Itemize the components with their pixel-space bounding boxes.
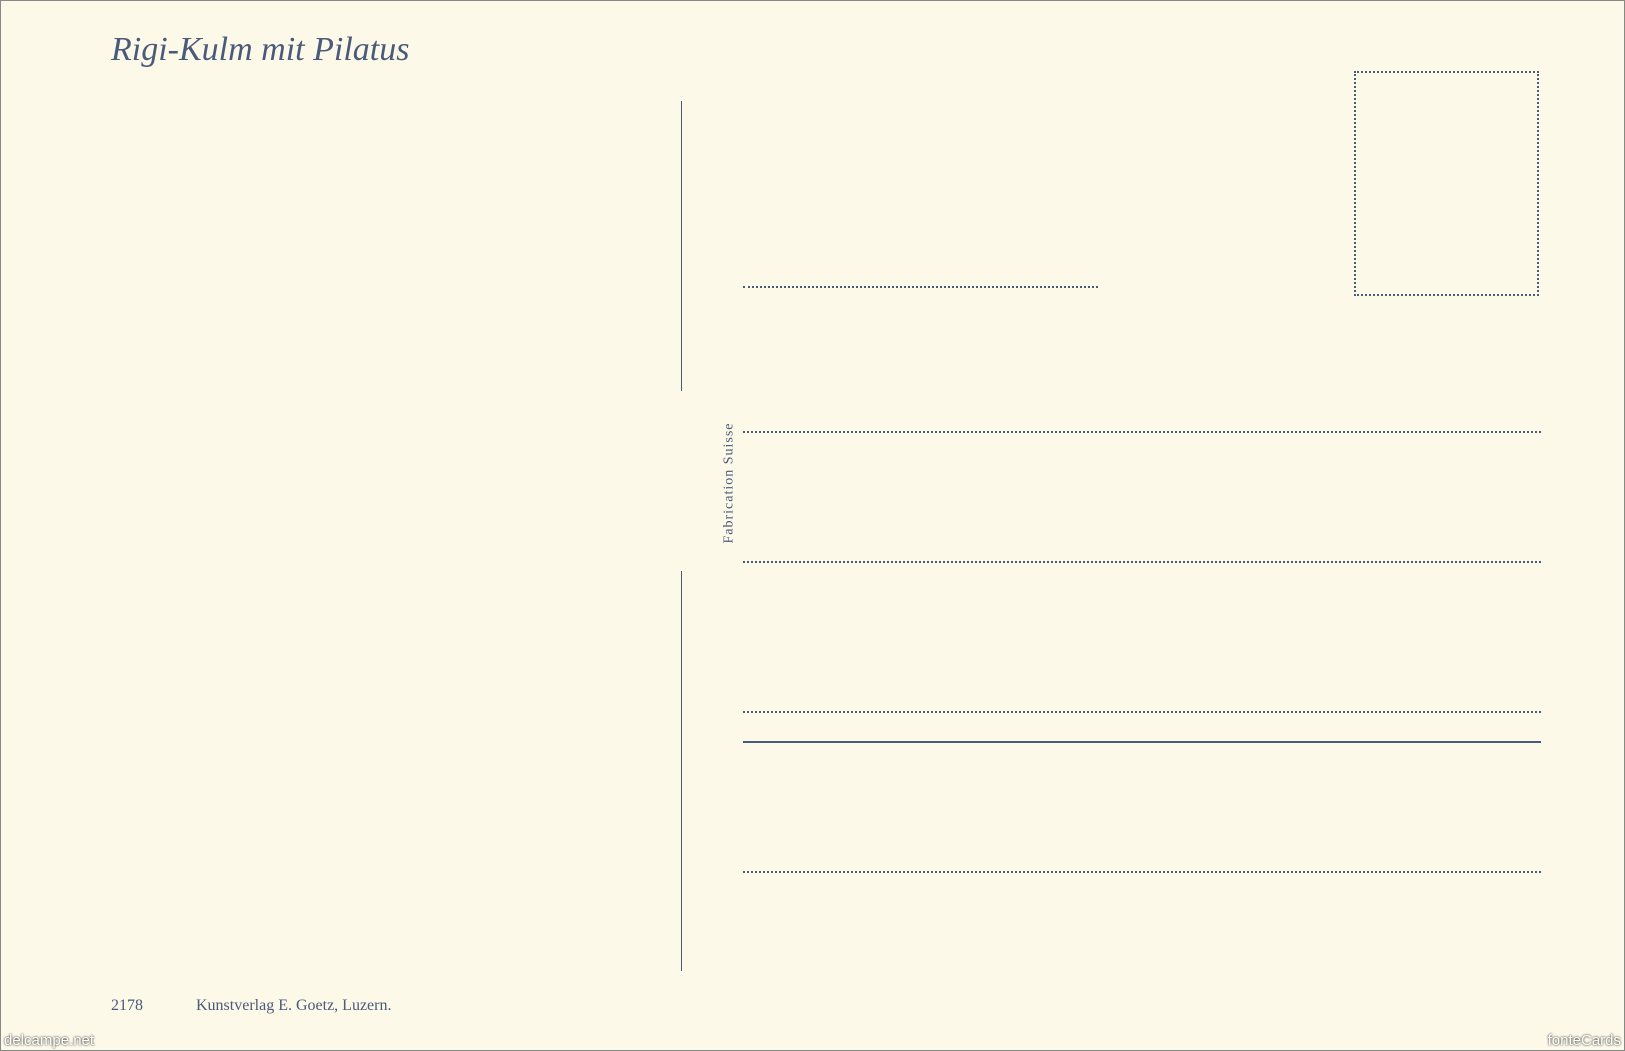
address-line-4 bbox=[743, 711, 1541, 713]
publisher-credit: Kunstverlag E. Goetz, Luzern. bbox=[196, 997, 391, 1015]
stamp-placeholder bbox=[1354, 71, 1539, 296]
address-line-3 bbox=[743, 561, 1541, 563]
vertical-text-bg bbox=[677, 391, 687, 571]
solid-underline bbox=[743, 741, 1541, 743]
card-number: 2178 bbox=[111, 997, 143, 1015]
address-line-2 bbox=[743, 431, 1541, 433]
address-line-1 bbox=[743, 286, 1098, 288]
watermark-left: delcampe.net bbox=[4, 1032, 94, 1049]
fabrication-label: Fabrication Suisse bbox=[718, 422, 742, 543]
postcard-back: Rigi-Kulm mit Pilatus Fabrication Suisse… bbox=[0, 0, 1625, 1051]
watermark-right: fonteCards bbox=[1548, 1032, 1621, 1049]
address-line-5 bbox=[743, 871, 1541, 873]
postcard-title: Rigi-Kulm mit Pilatus bbox=[111, 31, 409, 69]
